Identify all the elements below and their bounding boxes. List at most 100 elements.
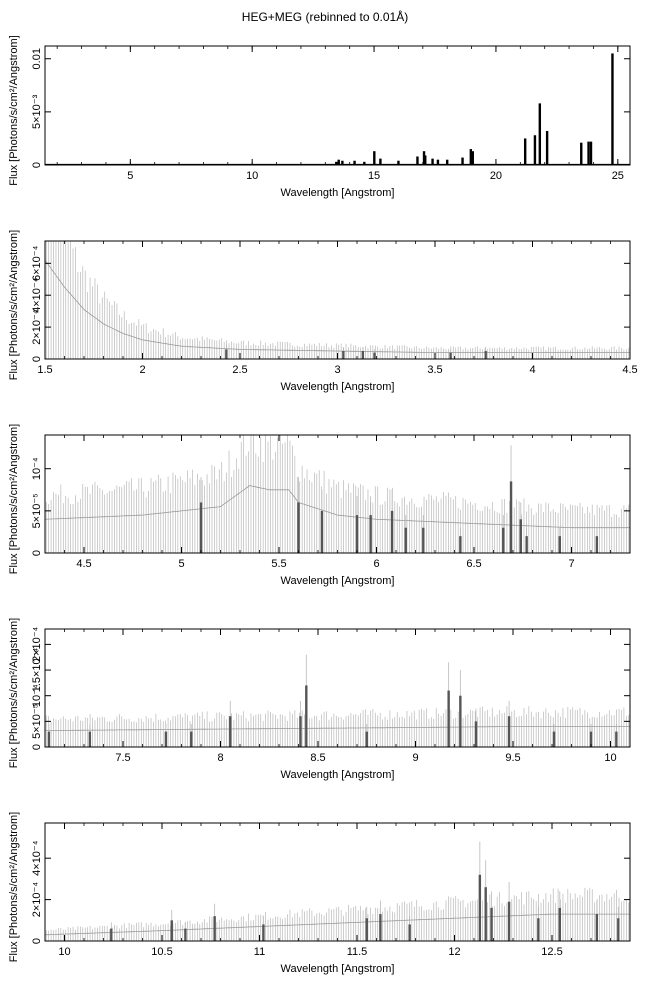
y-tick-label: 6×10⁻⁴ xyxy=(31,245,43,281)
emission-line xyxy=(353,160,356,165)
y-tick-label: 0 xyxy=(31,162,43,168)
x-tick-label: 10 xyxy=(604,752,616,764)
emission-line xyxy=(422,151,426,165)
y-tick-label: 1.5×10⁻⁴ xyxy=(31,648,43,693)
emission-line xyxy=(580,142,583,165)
plot-area xyxy=(45,435,630,553)
x-axis-label: Wavelength [Angstrom] xyxy=(281,187,395,199)
emission-line xyxy=(416,156,419,165)
emission-line xyxy=(538,103,542,165)
emission-line xyxy=(545,131,549,165)
y-tick-label: 0 xyxy=(31,938,43,944)
emission-line xyxy=(459,536,462,553)
x-tick-label: 4.5 xyxy=(76,558,91,570)
x-tick-label: 25 xyxy=(612,170,624,182)
emission-line xyxy=(320,510,324,553)
y-tick-label: 0 xyxy=(31,550,43,556)
x-tick-label: 5 xyxy=(178,558,184,570)
emission-line xyxy=(170,920,173,941)
emission-line xyxy=(474,721,478,747)
emission-line xyxy=(341,160,344,165)
emission-line xyxy=(229,716,232,747)
x-tick-label: 5.5 xyxy=(271,558,286,570)
emission-line xyxy=(589,731,593,747)
x-tick-label: 1.5 xyxy=(37,364,52,376)
plot-area xyxy=(45,654,630,747)
emission-line xyxy=(447,690,450,747)
emission-line xyxy=(484,887,487,941)
x-tick-label: 4 xyxy=(529,364,535,376)
y-tick-label: 4×10⁻⁴ xyxy=(31,277,43,313)
x-axis-label: Wavelength [Angstrom] xyxy=(281,381,395,393)
chart-panel-2: 1.5 2 2.5 3 3.5 4 4.5 0 2×10⁻⁴4×10⁻⁴6×10⁻⁴ Wavele… xyxy=(8,230,638,393)
emission-line xyxy=(365,731,368,747)
emission-line xyxy=(88,731,92,747)
emission-line xyxy=(533,135,537,165)
emission-line xyxy=(507,716,511,747)
emission-line xyxy=(361,351,365,359)
emission-line xyxy=(471,151,474,165)
x-tick-label: 3.5 xyxy=(427,364,442,376)
y-axis-label: Flux [Photons/s/cm²/Angstrom] xyxy=(8,35,20,185)
emission-line xyxy=(190,731,193,747)
y-axis-label: Flux [Photons/s/cm²/Angstrom] xyxy=(8,230,20,380)
y-axis-label: Flux [Photons/s/cm²/Angstrom] xyxy=(8,812,20,962)
x-tick-label: 10 xyxy=(246,170,258,182)
emission-line xyxy=(507,901,511,941)
emission-line xyxy=(490,907,493,941)
x-axis-label: Wavelength [Angstrom] xyxy=(281,963,395,975)
emission-line xyxy=(449,352,452,359)
emission-line xyxy=(379,158,382,165)
page-title: HEG+MEG (rebinned to 0.01Å) xyxy=(241,10,409,24)
emission-line xyxy=(519,519,522,553)
emission-line xyxy=(431,158,434,165)
plot-area xyxy=(45,241,630,359)
emission-line xyxy=(615,731,618,747)
x-tick-label: 10.5 xyxy=(151,946,172,958)
emission-line xyxy=(552,731,556,747)
emission-line xyxy=(355,515,359,553)
emission-line xyxy=(373,352,376,359)
y-tick-label: 5×10⁻⁵ xyxy=(31,493,43,528)
emission-line xyxy=(164,731,168,747)
x-tick-label: 7.5 xyxy=(115,752,130,764)
x-tick-label: 10 xyxy=(58,946,70,958)
chart-panel-5: 10 10.5 11 11.5 12 12.5 0 2×10⁻⁴ 4×10⁻⁴ Wavelengt… xyxy=(8,812,631,975)
x-tick-label: 7 xyxy=(568,558,574,570)
emission-line xyxy=(509,481,513,553)
x-tick-label: 11 xyxy=(254,946,265,958)
continuum-line xyxy=(45,485,630,529)
x-tick-label: 9.5 xyxy=(505,752,520,764)
x-tick-label: 8 xyxy=(217,752,223,764)
emission-line xyxy=(484,351,487,359)
plot-frame xyxy=(44,434,631,554)
y-tick-label: 4×10⁻⁴ xyxy=(31,840,43,876)
emission-line xyxy=(369,515,372,553)
x-tick-label: 8.5 xyxy=(310,752,325,764)
plot-area xyxy=(45,841,630,941)
plot-frame xyxy=(44,45,631,166)
x-tick-label: 9 xyxy=(412,752,418,764)
x-tick-label: 20 xyxy=(490,170,502,182)
emission-line xyxy=(469,149,473,165)
emission-line xyxy=(422,527,425,553)
y-tick-label: 2×10⁻⁴ xyxy=(31,882,43,918)
emission-line xyxy=(297,502,300,553)
chart-panel-3: 4.5 5 5.5 6 6.5 7 0 5×10⁻⁵ 10⁻⁴ Wavelength [Angst… xyxy=(8,424,631,587)
emission-line xyxy=(587,141,590,165)
y-tick-label: 0 xyxy=(31,356,43,362)
emission-line xyxy=(184,928,187,941)
x-axis-label: Wavelength [Angstrom] xyxy=(281,575,395,587)
x-tick-label: 12.5 xyxy=(541,946,562,958)
emission-line xyxy=(199,502,203,553)
x-tick-label: 2 xyxy=(139,364,145,376)
continuum-line xyxy=(45,913,630,936)
y-tick-label: 2×10⁻⁴ xyxy=(31,626,43,662)
emission-line xyxy=(213,916,216,941)
emission-line xyxy=(262,924,265,941)
plot-area xyxy=(45,53,630,165)
emission-line xyxy=(611,53,614,165)
x-tick-label: 12 xyxy=(448,946,460,958)
